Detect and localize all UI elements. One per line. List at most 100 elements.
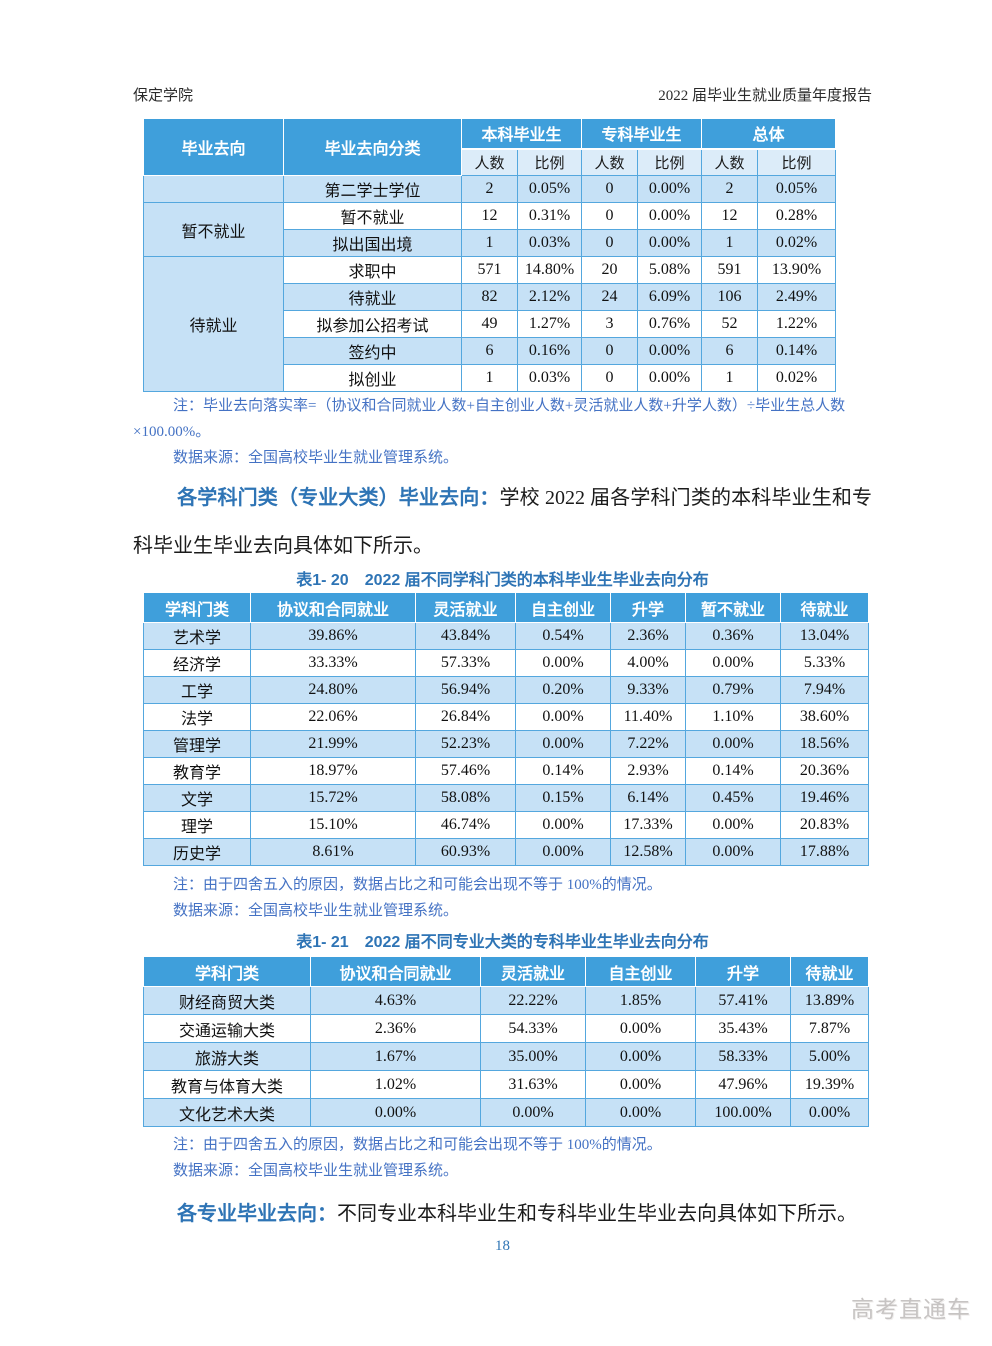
value-cell: 11.40% bbox=[610, 703, 686, 731]
value-cell: 0.00% bbox=[310, 1098, 481, 1127]
value-cell: 0.00% bbox=[637, 175, 703, 203]
value-cell: 6 bbox=[701, 337, 759, 365]
table-row: 文化艺术大类 0.00% 0.00% 0.00% 100.00% 0.00% bbox=[143, 1098, 869, 1127]
value-cell: 47.96% bbox=[695, 1070, 791, 1099]
subheader-row: 人数 比例 人数 比例 人数 比例 bbox=[144, 147, 837, 176]
value-cell: 591 bbox=[701, 256, 759, 284]
value-cell: 60.93% bbox=[415, 838, 516, 866]
row-header-cell: 财经商贸大类 bbox=[143, 986, 311, 1015]
column-header: 灵活就业 bbox=[480, 956, 586, 987]
value-cell: 0.76% bbox=[637, 310, 703, 338]
value-cell: 2.49% bbox=[757, 283, 837, 311]
value-cell: 22.22% bbox=[480, 986, 586, 1015]
column-header: 暂不就业 bbox=[685, 592, 781, 623]
value-cell: 0.79% bbox=[685, 676, 781, 704]
value-cell: 5.00% bbox=[790, 1042, 869, 1071]
value-cell: 57.46% bbox=[415, 757, 516, 785]
value-cell: 0.00% bbox=[585, 1014, 696, 1043]
value-cell: 1.10% bbox=[685, 703, 781, 731]
value-cell: 571 bbox=[461, 256, 518, 284]
category-cell: 拟参加公招考试 bbox=[283, 310, 462, 338]
value-cell: 0 bbox=[581, 229, 639, 257]
paragraph: 各专业毕业去向：不同专业本科毕业生和专科毕业生毕业去向具体如下所示。 bbox=[133, 1194, 872, 1234]
row-header-cell: 法学 bbox=[143, 703, 251, 731]
value-cell: 57.33% bbox=[415, 649, 516, 677]
value-cell: 0 bbox=[581, 202, 639, 230]
table-row: 第二学士学位 2 0.05% 0 0.00% 2 0.05% bbox=[143, 175, 837, 203]
row-header-cell: 历史学 bbox=[143, 838, 251, 866]
value-cell: 0.00% bbox=[685, 649, 781, 677]
value-cell: 0.00% bbox=[685, 838, 781, 866]
paragraph-text: 学校 2022 届各学科门类的本科毕业生和专科毕业生毕业去向具体如下所示。 bbox=[133, 487, 872, 557]
value-cell: 1 bbox=[701, 364, 759, 392]
row-header-cell: 文化艺术大类 bbox=[143, 1098, 311, 1127]
row-header-cell: 经济学 bbox=[143, 649, 251, 677]
value-cell: 0.14% bbox=[685, 757, 781, 785]
value-cell: 4.00% bbox=[610, 649, 686, 677]
value-cell: 0.00% bbox=[637, 229, 703, 257]
sub-column-header: 人数 bbox=[701, 147, 759, 176]
value-cell: 0.00% bbox=[637, 337, 703, 365]
paragraph: 各学科门类（专业大类）毕业去向：学校 2022 届各学科门类的本科毕业生和专科毕… bbox=[133, 474, 872, 570]
value-cell: 1.22% bbox=[757, 310, 837, 338]
value-cell: 24 bbox=[581, 283, 639, 311]
column-header: 专科毕业生 bbox=[581, 118, 703, 149]
value-cell: 0.00% bbox=[685, 811, 781, 839]
value-cell: 0.16% bbox=[516, 337, 583, 365]
table-head: 学科门类 协议和合同就业 灵活就业 自主创业 升学 待就业 bbox=[143, 956, 869, 987]
row-header-cell: 工学 bbox=[143, 676, 251, 704]
sub-column-header: 人数 bbox=[581, 147, 639, 176]
value-cell: 13.04% bbox=[780, 622, 869, 650]
column-header: 学科门类 bbox=[143, 592, 251, 623]
value-cell: 12 bbox=[461, 202, 518, 230]
caption-label: 表1- 21 bbox=[296, 934, 349, 951]
data-source-line: 数据来源：全国高校毕业生就业管理系统。 bbox=[173, 1163, 459, 1179]
paragraph-lead: 各专业毕业去向： bbox=[177, 1203, 337, 1225]
value-cell: 52.23% bbox=[415, 730, 516, 758]
group-cell: 暂不就业 bbox=[143, 202, 284, 257]
value-cell: 19.39% bbox=[790, 1070, 869, 1099]
value-cell: 1.85% bbox=[585, 986, 696, 1015]
table-row: 教育与体育大类 1.02% 31.63% 0.00% 47.96% 19.39% bbox=[143, 1070, 869, 1099]
column-header: 升学 bbox=[610, 592, 686, 623]
value-cell: 0.02% bbox=[757, 229, 837, 257]
group-cell: 待就业 bbox=[143, 256, 284, 392]
value-cell: 54.33% bbox=[480, 1014, 586, 1043]
value-cell: 18.97% bbox=[250, 757, 416, 785]
row-header-cell: 管理学 bbox=[143, 730, 251, 758]
undergrad-discipline-table: 学科门类 协议和合同就业 灵活就业 自主创业 升学 暂不就业 待就业 艺术学 39… bbox=[143, 592, 869, 866]
paragraph-text: 不同专业本科毕业生和专科毕业生毕业去向具体如下所示。 bbox=[337, 1203, 857, 1225]
sub-column-header: 比例 bbox=[516, 147, 583, 176]
row-header-cell: 交通运输大类 bbox=[143, 1014, 311, 1043]
row-header-cell: 教育学 bbox=[143, 757, 251, 785]
value-cell: 21.99% bbox=[250, 730, 416, 758]
table-row: 拟参加公招考试 49 1.27% 3 0.76% 52 1.22% bbox=[144, 310, 837, 338]
value-cell: 1.27% bbox=[516, 310, 583, 338]
header-row: 学科门类 协议和合同就业 灵活就业 自主创业 升学 暂不就业 待就业 bbox=[143, 592, 869, 623]
value-cell: 0.00% bbox=[515, 649, 611, 677]
value-cell: 0.00% bbox=[515, 703, 611, 731]
value-cell: 0.00% bbox=[515, 838, 611, 866]
value-cell: 35.00% bbox=[480, 1042, 586, 1071]
table-row: 财经商贸大类 4.63% 22.22% 1.85% 57.41% 13.89% bbox=[143, 986, 869, 1015]
note-line: 注：毕业去向落实率=（协议和合同就业人数+自主创业人数+灵活就业人数+升学人数）… bbox=[173, 398, 846, 414]
value-cell: 15.10% bbox=[250, 811, 416, 839]
value-cell: 1.02% bbox=[310, 1070, 481, 1099]
table-head: 学科门类 协议和合同就业 灵活就业 自主创业 升学 暂不就业 待就业 bbox=[143, 592, 869, 623]
value-cell: 0.20% bbox=[515, 676, 611, 704]
group-cell bbox=[143, 175, 284, 203]
value-cell: 5.33% bbox=[780, 649, 869, 677]
value-cell: 0.00% bbox=[637, 202, 703, 230]
note-line: 注：由于四舍五入的原因，数据占比之和可能会出现不等于 100%的情况。 bbox=[173, 1137, 662, 1153]
value-cell: 35.43% bbox=[695, 1014, 791, 1043]
value-cell: 7.87% bbox=[790, 1014, 869, 1043]
value-cell: 6 bbox=[461, 337, 518, 365]
vocational-category-table: 学科门类 协议和合同就业 灵活就业 自主创业 升学 待就业 财经商贸大类 4.63… bbox=[143, 956, 869, 1127]
sub-column-header: 比例 bbox=[637, 147, 703, 176]
value-cell: 20 bbox=[581, 256, 639, 284]
category-cell: 拟出国出境 bbox=[283, 229, 462, 257]
value-cell: 57.41% bbox=[695, 986, 791, 1015]
column-header: 学科门类 bbox=[143, 956, 311, 987]
column-header: 毕业去向分类 bbox=[283, 118, 462, 176]
